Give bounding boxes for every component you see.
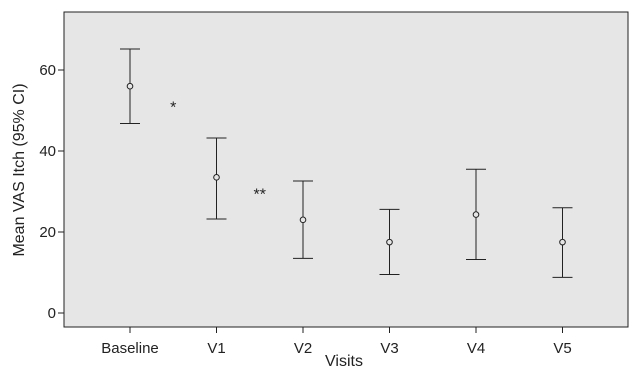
mean-point <box>126 82 134 90</box>
y-tick-label: 40 <box>39 143 56 160</box>
error-bar <box>293 180 313 259</box>
x-tick-label: Baseline <box>101 340 159 357</box>
x-tick-label: V5 <box>553 340 571 357</box>
x-tick-label: V2 <box>294 340 312 357</box>
mean-point <box>472 211 480 218</box>
mean-point <box>559 238 566 246</box>
x-tick-label: V3 <box>380 340 398 357</box>
y-tick-label: 60 <box>39 62 56 79</box>
error-bar <box>120 48 140 124</box>
y-tick-label: 20 <box>39 224 56 241</box>
mean-point <box>299 216 307 224</box>
y-tick-label: 0 <box>48 305 56 322</box>
plot-area <box>63 11 629 328</box>
annotations: *** <box>170 99 266 203</box>
mean-point <box>213 174 220 181</box>
error-bar <box>552 207 573 278</box>
y-axis-label: Mean VAS Itch (95% CI) <box>11 83 28 256</box>
error-bar <box>379 208 400 276</box>
x-axis-label: Visits <box>325 353 363 369</box>
error-bars <box>120 48 573 278</box>
y-axis-ticks: 0 20 40 60 <box>39 62 64 322</box>
significance-annotation: * <box>170 99 176 116</box>
mean-point <box>386 238 393 246</box>
significance-annotation: ** <box>254 187 266 204</box>
error-bar <box>466 168 486 261</box>
error-bar <box>206 137 227 220</box>
x-tick-label: V4 <box>467 340 485 357</box>
x-tick-label: V1 <box>207 340 225 357</box>
x-axis-ticks: Baseline V1 V2 V3 V4 V5 <box>101 327 572 357</box>
